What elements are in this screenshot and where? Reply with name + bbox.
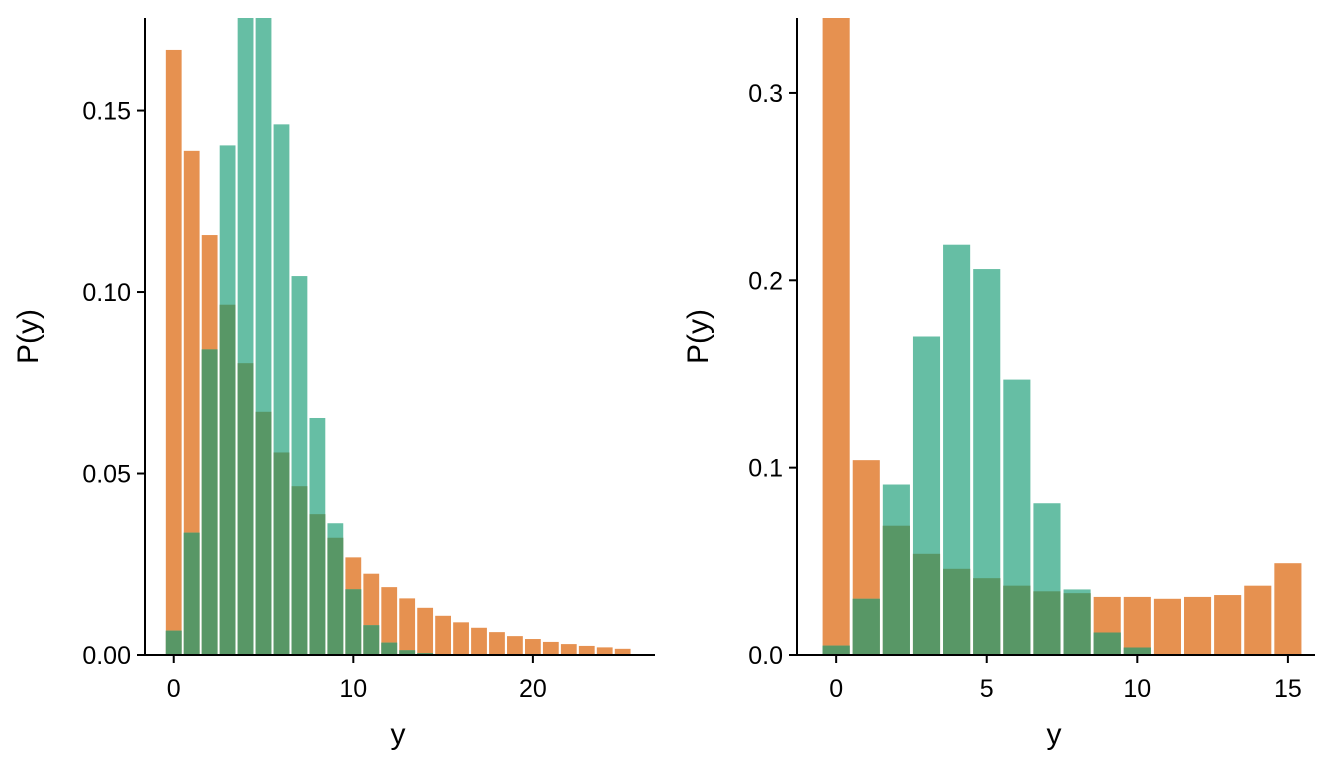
y-axis-title: P(y) bbox=[12, 309, 45, 364]
bar-s0-x16 bbox=[453, 622, 469, 655]
bar-overlap-x4 bbox=[943, 568, 971, 655]
bar-s0-x19 bbox=[507, 636, 523, 655]
right-panel: 0.0 0.1 0.2 0.3 0 5 10 15 y P(y) bbox=[682, 18, 1315, 751]
x-tick-label: 20 bbox=[519, 675, 547, 703]
y-tick-label: 0.10 bbox=[82, 279, 131, 307]
bar-overlap-x9 bbox=[1093, 632, 1121, 655]
bar-s0-x0 bbox=[822, 18, 850, 655]
y-tick-label: 0.2 bbox=[748, 267, 783, 295]
y-tick-label: 0.3 bbox=[748, 80, 783, 108]
bar-s0-x21 bbox=[542, 641, 559, 655]
x-tick-label: 15 bbox=[1274, 675, 1302, 703]
bar-s0-x20 bbox=[524, 639, 541, 655]
x-tick-label: 0 bbox=[829, 675, 843, 703]
bar-overlap-x7 bbox=[1033, 591, 1061, 655]
bar-s0-x18 bbox=[489, 632, 505, 655]
bar-s0-x0 bbox=[165, 49, 182, 655]
series-0-bars bbox=[165, 49, 631, 656]
left-panel: 0.00 0.05 0.10 0.15 0 10 20 y P(y) bbox=[12, 18, 655, 751]
bar-s0-x12 bbox=[381, 587, 398, 655]
x-tick-label: 0 bbox=[167, 675, 181, 703]
bar-s0-x23 bbox=[578, 645, 595, 655]
bar-overlap-x1 bbox=[852, 598, 880, 655]
bar-overlap-x3 bbox=[219, 304, 236, 655]
y-tick-label: 0.05 bbox=[82, 461, 131, 489]
y-tick-label: 0.15 bbox=[82, 98, 131, 126]
bar-s0-x1 bbox=[183, 150, 200, 655]
x-tick-label: 10 bbox=[1123, 675, 1151, 703]
bar-overlap-x10 bbox=[345, 589, 362, 655]
bar-overlap-x13 bbox=[399, 650, 416, 655]
bar-overlap-x11 bbox=[363, 625, 380, 655]
bar-overlap-x5 bbox=[255, 411, 272, 655]
bar-s0-x24 bbox=[596, 647, 613, 655]
y-tick-label: 0.1 bbox=[748, 455, 783, 483]
overlap-bars bbox=[822, 525, 1151, 655]
bar-s0-x15 bbox=[1274, 563, 1302, 655]
overlap-bars bbox=[165, 304, 469, 655]
bar-s0-x14 bbox=[417, 607, 434, 655]
bar-overlap-x6 bbox=[273, 452, 290, 655]
bar-s0-x17 bbox=[471, 627, 487, 655]
y-axis-title: P(y) bbox=[682, 309, 715, 364]
bar-s0-x14 bbox=[1244, 585, 1272, 655]
bar-overlap-x2 bbox=[201, 349, 218, 655]
bar-overlap-x10 bbox=[1123, 647, 1151, 655]
bar-s0-x15 bbox=[435, 615, 451, 655]
bar-overlap-x3 bbox=[912, 553, 941, 655]
bar-overlap-x8 bbox=[309, 514, 326, 655]
bar-overlap-x0 bbox=[165, 630, 182, 655]
bar-overlap-x8 bbox=[1063, 593, 1091, 655]
bar-s0-x13 bbox=[1214, 595, 1242, 655]
x-axis-title: y bbox=[1047, 718, 1062, 751]
bar-overlap-x7 bbox=[291, 486, 308, 655]
bar-s0-x25 bbox=[614, 648, 631, 655]
bar-overlap-x0 bbox=[822, 645, 850, 655]
bar-s0-x11 bbox=[1153, 598, 1181, 655]
bar-s0-x10 bbox=[1123, 596, 1151, 655]
bar-overlap-x9 bbox=[327, 537, 344, 655]
bar-s0-x12 bbox=[1183, 596, 1212, 655]
bar-overlap-x5 bbox=[973, 578, 1001, 655]
bar-overlap-x12 bbox=[381, 642, 398, 655]
bar-overlap-x2 bbox=[882, 525, 910, 655]
x-axis-title: y bbox=[391, 718, 406, 751]
bar-s0-x13 bbox=[399, 598, 416, 655]
bar-overlap-x6 bbox=[1003, 585, 1031, 655]
bar-s0-x22 bbox=[560, 644, 577, 655]
x-tick-label: 5 bbox=[980, 675, 994, 703]
x-tick-label: 10 bbox=[339, 675, 367, 703]
bar-overlap-x1 bbox=[183, 532, 200, 655]
y-tick-label: 0.0 bbox=[748, 642, 783, 670]
bar-overlap-x4 bbox=[237, 363, 254, 655]
y-tick-label: 0.00 bbox=[82, 642, 131, 670]
